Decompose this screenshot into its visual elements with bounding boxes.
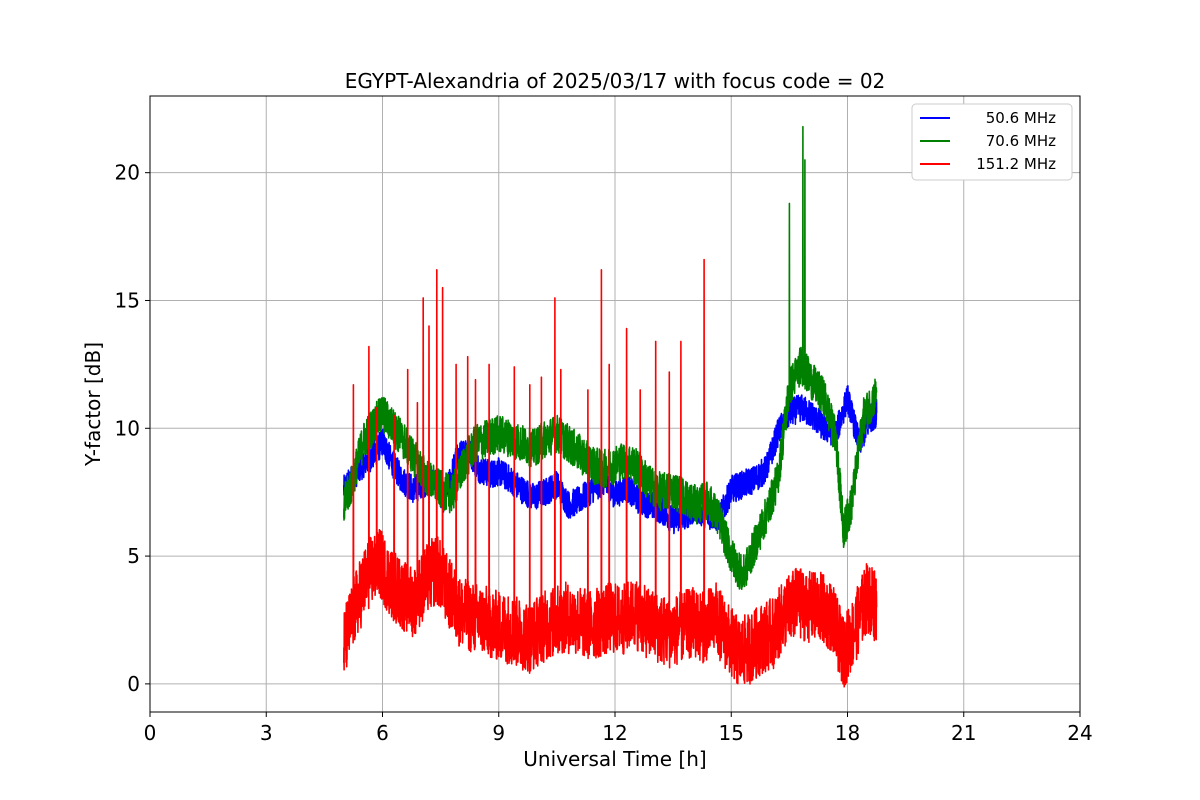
x-tick-label: 12 bbox=[602, 721, 627, 745]
x-tick-label: 15 bbox=[719, 721, 744, 745]
legend-label: 151.2 MHz bbox=[976, 155, 1056, 173]
x-tick-label: 24 bbox=[1067, 721, 1092, 745]
x-tick-label: 6 bbox=[376, 721, 389, 745]
series-line-3 bbox=[343, 258, 878, 688]
y-tick-label: 10 bbox=[115, 416, 140, 440]
legend-label: 70.6 MHz bbox=[986, 132, 1056, 150]
chart-title: EGYPT-Alexandria of 2025/03/17 with focu… bbox=[345, 69, 886, 93]
y-tick-label: 20 bbox=[115, 161, 140, 185]
x-tick-label: 9 bbox=[492, 721, 505, 745]
x-tick-label: 21 bbox=[951, 721, 976, 745]
y-tick-label: 0 bbox=[127, 672, 140, 696]
legend: 50.6 MHz 70.6 MHz 151.2 MHz bbox=[911, 103, 1073, 181]
series-lines bbox=[343, 125, 878, 688]
legend-box bbox=[911, 103, 1073, 181]
y-tick-label: 15 bbox=[115, 288, 140, 312]
x-tick-label: 3 bbox=[260, 721, 273, 745]
x-axis-label: Universal Time [h] bbox=[523, 747, 706, 771]
y-tick-label: 5 bbox=[127, 544, 140, 568]
x-axis-ticks: 0 3 6 9 12 15 18 21 24 bbox=[144, 712, 1093, 745]
y-axis-ticks: 0 5 10 15 20 bbox=[115, 161, 150, 696]
x-tick-label: 18 bbox=[835, 721, 860, 745]
x-tick-label: 0 bbox=[144, 721, 157, 745]
legend-label: 50.6 MHz bbox=[986, 109, 1056, 127]
y-axis-label: Y-factor [dB] bbox=[81, 342, 105, 467]
